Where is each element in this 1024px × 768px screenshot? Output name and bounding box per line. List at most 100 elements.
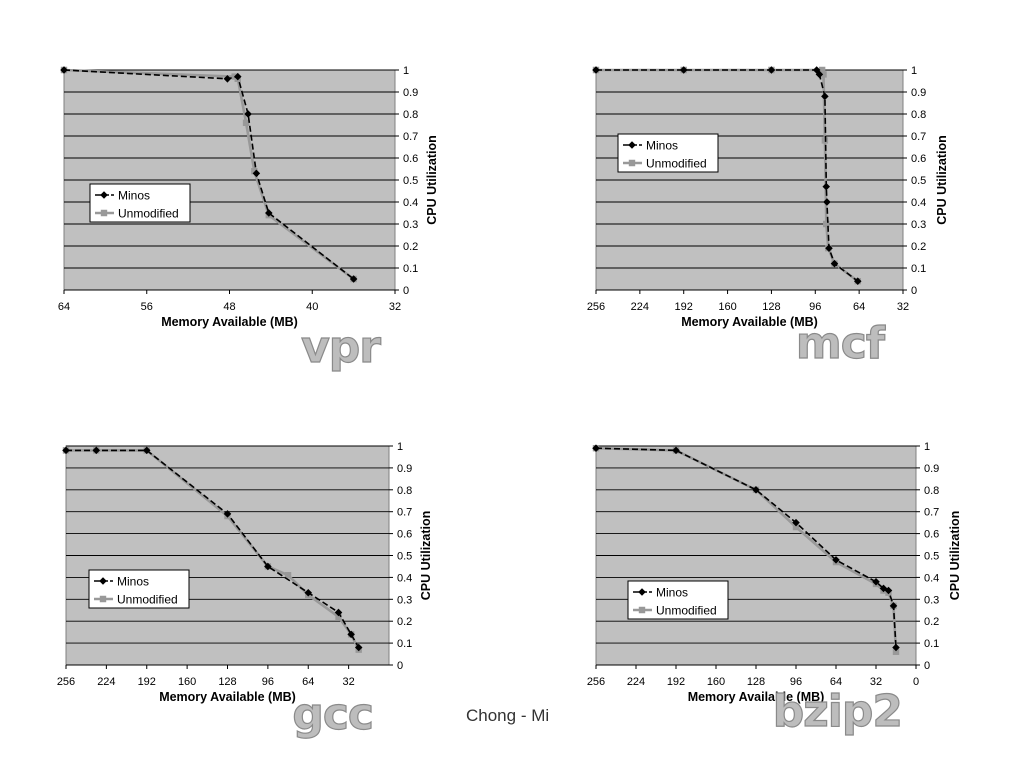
legend-label-minos: Minos (117, 575, 149, 589)
y-tick-label: 0.1 (403, 263, 418, 275)
data-point-minos (752, 486, 760, 494)
chart-title: gcc (292, 689, 373, 740)
y-tick-label: 0.8 (911, 109, 926, 121)
y-tick-label: 0.7 (397, 507, 412, 519)
x-tick-label: 256 (587, 676, 605, 688)
data-point-minos (60, 66, 68, 74)
x-tick-label: 160 (178, 676, 196, 688)
legend-marker-minos (100, 191, 108, 199)
x-tick-label: 32 (389, 301, 401, 313)
x-axis-title: Memory Available (MB) (681, 315, 818, 329)
y-tick-label: 0.6 (403, 153, 418, 165)
legend-marker-unmodified (638, 606, 646, 614)
y-axis-title: CPU Utilization (425, 135, 439, 225)
x-tick-label: 224 (627, 676, 645, 688)
x-axis-title: Memory Available (MB) (159, 690, 296, 704)
y-tick-label: 0.5 (403, 175, 418, 187)
y-tick-label: 0.9 (911, 87, 926, 99)
y-axis-title: CPU Utilization (935, 135, 949, 225)
x-axis-title: Memory Available (MB) (688, 690, 825, 704)
data-point-minos (334, 608, 343, 617)
data-point-minos (830, 259, 839, 268)
data-point-minos (672, 446, 680, 455)
x-tick-label: 56 (141, 301, 153, 313)
y-tick-label: 0 (911, 285, 917, 297)
x-tick-label: 256 (587, 301, 605, 313)
y-tick-label: 0.6 (924, 529, 939, 541)
x-tick-label: 192 (667, 676, 685, 688)
legend-marker-minos (99, 577, 107, 585)
data-point-minos (825, 244, 833, 252)
data-point-minos (679, 66, 688, 74)
x-tick-label: 128 (747, 676, 765, 688)
data-point-minos (592, 66, 600, 74)
y-tick-label: 0.5 (911, 175, 926, 187)
x-tick-label: 160 (707, 676, 725, 688)
y-tick-label: 1 (397, 441, 403, 453)
y-tick-label: 0.7 (924, 507, 939, 519)
y-tick-label: 0.1 (911, 263, 926, 275)
data-point-minos (223, 75, 232, 83)
y-tick-label: 0 (924, 660, 930, 672)
y-tick-label: 0.6 (911, 153, 926, 165)
legend-label-unmodified: Unmodified (117, 593, 178, 607)
y-tick-label: 0.7 (911, 131, 926, 143)
x-tick-label: 192 (138, 676, 156, 688)
data-point-minos (872, 578, 880, 586)
data-point-minos (792, 518, 800, 527)
legend: Minos Unmodified (627, 580, 729, 620)
data-point-minos (349, 275, 358, 283)
chart-bzip2: 0 0.1 0.2 0.3 0.4 0.5 0.6 0.7 0.8 0.9 1 256 224 192 16… (587, 441, 962, 738)
y-tick-label: 1 (924, 441, 930, 453)
data-point-unmodified (284, 572, 292, 579)
y-tick-label: 0.4 (924, 572, 939, 584)
y-tick-label: 0.5 (924, 551, 939, 563)
data-point-minos (347, 630, 355, 639)
y-tick-label: 1 (403, 65, 409, 77)
data-point-minos (889, 602, 898, 610)
x-tick-label: 128 (218, 676, 236, 688)
y-tick-label: 0.3 (911, 219, 926, 231)
legend: Minos Unmodified (88, 569, 190, 609)
x-tick-label: 160 (718, 301, 736, 313)
x-axis-title: Memory Available (MB) (161, 315, 298, 329)
y-tick-label: 0.3 (924, 594, 939, 606)
x-tick-label: 40 (306, 301, 318, 313)
data-point-minos (62, 446, 70, 455)
y-tick-label: 0.3 (397, 594, 412, 606)
y-tick-label: 0.8 (397, 485, 412, 497)
data-point-minos (854, 277, 862, 285)
x-tick-label: 96 (262, 676, 274, 688)
data-point-minos (592, 444, 600, 452)
legend: Minos Unmodified (89, 183, 191, 223)
chart-mcf: 0 0.1 0.2 0.3 0.4 0.5 0.6 0.7 0.8 0.9 1 256 224 192 16… (587, 65, 949, 370)
y-tick-label: 0 (397, 660, 403, 672)
data-point-minos (244, 110, 252, 118)
chart-title: mcf (796, 318, 886, 369)
legend-label-minos: Minos (656, 586, 688, 600)
y-tick-label: 0.9 (924, 463, 939, 475)
y-tick-label: 0.4 (397, 572, 412, 584)
legend: Minos Unmodified (617, 133, 719, 173)
y-tick-label: 0.4 (911, 197, 926, 209)
x-tick-label: 192 (675, 301, 693, 313)
y-tick-label: 0.8 (924, 485, 939, 497)
data-point-minos (812, 66, 821, 74)
x-tick-label: 224 (97, 676, 115, 688)
x-tick-label: 0 (913, 676, 919, 688)
y-tick-label: 0.8 (403, 109, 418, 121)
data-point-minos (252, 169, 261, 178)
legend-label-unmodified: Unmodified (118, 207, 179, 221)
x-tick-label: 32 (897, 301, 909, 313)
y-tick-label: 0.2 (397, 616, 412, 628)
y-tick-label: 0.9 (403, 87, 418, 99)
y-tick-label: 0.3 (403, 219, 418, 231)
data-point-minos (767, 66, 776, 74)
x-tick-label: 64 (58, 301, 70, 313)
chart-title: bzip2 (773, 686, 902, 737)
y-axis-title: CPU Utilization (419, 511, 433, 601)
x-tick-label: 48 (223, 301, 235, 313)
y-tick-label: 0.6 (397, 529, 412, 541)
data-point-minos (821, 92, 829, 101)
